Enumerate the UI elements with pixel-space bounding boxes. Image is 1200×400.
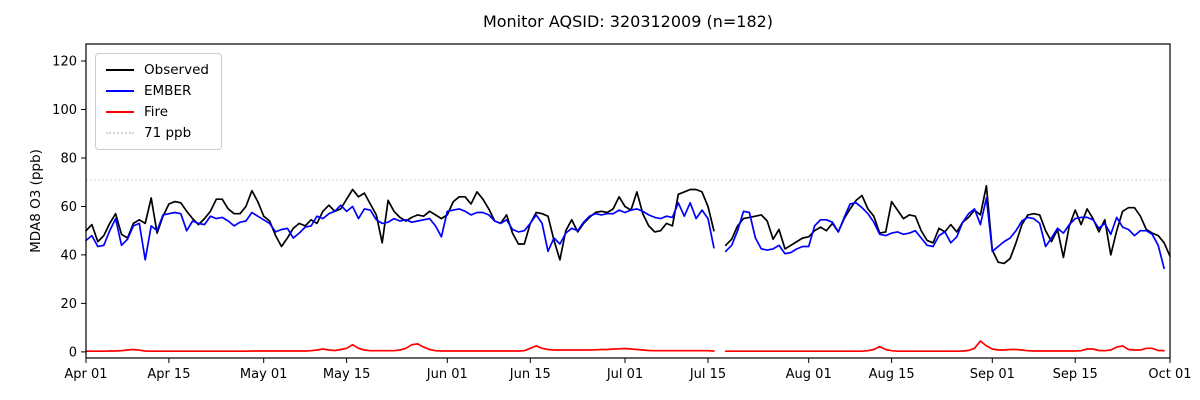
legend-label: Observed	[144, 62, 209, 78]
svg-text:40: 40	[60, 248, 77, 263]
svg-text:May 15: May 15	[323, 367, 371, 382]
legend-label: Fire	[144, 104, 169, 120]
legend-swatch-2	[106, 111, 134, 113]
legend-item-ember: EMBER	[106, 81, 209, 101]
svg-text:May 01: May 01	[240, 367, 288, 382]
svg-text:Aug 01: Aug 01	[786, 367, 832, 382]
svg-text:Jul 15: Jul 15	[689, 367, 726, 382]
svg-text:Apr 01: Apr 01	[64, 367, 107, 382]
chart-title: Monitor AQSID: 320312009 (n=182)	[482, 12, 774, 31]
svg-text:0: 0	[69, 345, 77, 360]
legend-item-threshold: 71 ppb	[106, 123, 209, 143]
svg-text:100: 100	[52, 103, 77, 118]
legend-swatch-3	[106, 132, 134, 134]
svg-text:Jun 01: Jun 01	[426, 367, 468, 382]
svg-text:Jul 01: Jul 01	[606, 367, 643, 382]
svg-text:Sep 01: Sep 01	[970, 367, 1015, 382]
legend-label: EMBER	[144, 83, 192, 99]
legend: Observed EMBER Fire 71 ppb	[95, 53, 222, 150]
svg-text:Apr 15: Apr 15	[147, 367, 190, 382]
legend-swatch-0	[106, 69, 134, 71]
svg-text:Oct 01: Oct 01	[1148, 367, 1191, 382]
svg-text:Jun 15: Jun 15	[509, 367, 551, 382]
svg-text:Aug 15: Aug 15	[869, 367, 915, 382]
legend-item-observed: Observed	[106, 60, 209, 80]
svg-text:20: 20	[60, 297, 77, 312]
svg-text:80: 80	[60, 152, 77, 167]
svg-text:Sep 15: Sep 15	[1053, 367, 1098, 382]
legend-item-fire: Fire	[106, 102, 209, 122]
legend-swatch-1	[106, 90, 134, 92]
svg-text:60: 60	[60, 200, 77, 215]
legend-label: 71 ppb	[144, 125, 192, 141]
svg-text:120: 120	[52, 55, 77, 70]
